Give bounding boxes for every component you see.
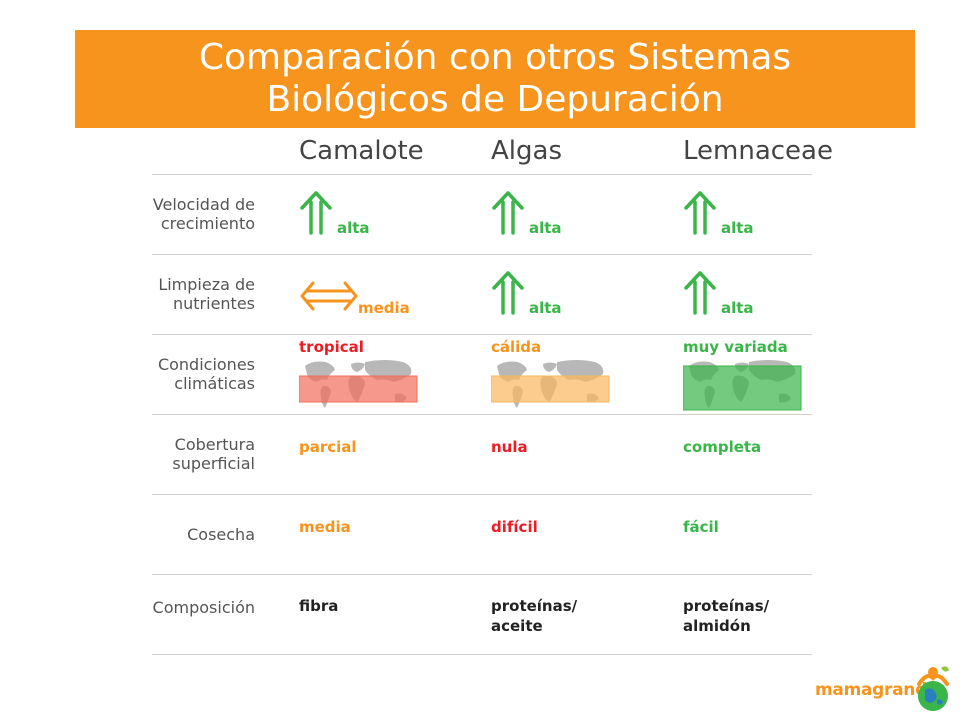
value-line: parcial bbox=[299, 438, 357, 456]
value-label: fibra bbox=[299, 596, 338, 616]
value-label: alta bbox=[529, 219, 562, 237]
climate-label: cálida bbox=[491, 338, 542, 356]
title-line-2: Biológicos de Depuración bbox=[266, 79, 724, 120]
double-up-arrow-icon bbox=[300, 191, 332, 235]
row-label-line: Composición bbox=[152, 597, 255, 617]
row-label-line: Velocidad de bbox=[152, 195, 255, 214]
mamagrande-logo: mamagrande bbox=[815, 662, 955, 718]
value-label: alta bbox=[337, 219, 370, 237]
row-label: Condiciones climáticas bbox=[100, 355, 255, 393]
row-divider bbox=[152, 174, 812, 175]
row-label-line: climáticas bbox=[174, 374, 255, 393]
value-line: media bbox=[299, 518, 351, 536]
row-divider bbox=[152, 334, 812, 335]
value-line: proteínas/ bbox=[491, 597, 578, 615]
row-label-line: superficial bbox=[172, 454, 255, 473]
row-divider bbox=[152, 414, 812, 415]
double-up-arrow-icon bbox=[684, 191, 716, 235]
value-label: media bbox=[358, 299, 410, 317]
double-up-arrow-icon bbox=[684, 271, 716, 315]
value-label: alta bbox=[529, 299, 562, 317]
column-header-camalote: Camalote bbox=[299, 136, 424, 166]
double-up-arrow-icon bbox=[492, 191, 524, 235]
logo-text: mamagrande bbox=[815, 680, 939, 700]
world-map-icon bbox=[299, 360, 418, 408]
value-line: aceite bbox=[491, 617, 543, 635]
climate-label: tropical bbox=[299, 338, 364, 356]
climate-label: muy variada bbox=[683, 338, 788, 356]
row-label-line: Limpieza de bbox=[158, 275, 255, 294]
title-line-1: Comparación con otros Sistemas bbox=[198, 37, 792, 78]
value-line: difícil bbox=[491, 518, 538, 536]
column-header-algas: Algas bbox=[491, 136, 562, 166]
value-label: proteínas/aceite bbox=[491, 596, 577, 636]
row-divider bbox=[152, 254, 812, 255]
value-label: nula bbox=[491, 437, 528, 457]
value-label: proteínas/almidón bbox=[683, 596, 769, 636]
value-label: alta bbox=[721, 299, 754, 317]
value-label: alta bbox=[721, 219, 754, 237]
value-label: media bbox=[299, 517, 351, 537]
double-horizontal-arrow-icon bbox=[300, 281, 358, 311]
globe-figure-logo-icon bbox=[917, 666, 949, 711]
value-line: fibra bbox=[299, 597, 339, 615]
row-label: Cosecha bbox=[100, 525, 255, 544]
row-divider bbox=[152, 654, 812, 655]
row-label: Velocidad de crecimiento bbox=[100, 195, 255, 233]
value-label: parcial bbox=[299, 437, 357, 457]
row-label-line: nutrientes bbox=[172, 294, 255, 313]
value-line: almidón bbox=[683, 617, 751, 635]
value-label: difícil bbox=[491, 517, 538, 537]
row-label-line: Cobertura bbox=[174, 435, 255, 454]
row-divider bbox=[152, 574, 812, 575]
row-label: Composición bbox=[100, 598, 255, 617]
value-line: nula bbox=[491, 438, 528, 456]
row-label: Cobertura superficial bbox=[100, 435, 255, 473]
row-label-line: Cosecha bbox=[187, 524, 255, 544]
value-line: fácil bbox=[683, 518, 719, 536]
value-label: fácil bbox=[683, 517, 719, 537]
world-map-icon bbox=[491, 360, 610, 408]
double-up-arrow-icon bbox=[492, 271, 524, 315]
value-line: proteínas/ bbox=[683, 597, 770, 615]
value-line: completa bbox=[683, 438, 762, 456]
world-map-icon bbox=[683, 360, 802, 411]
column-header-lemnaceae: Lemnaceae bbox=[683, 136, 833, 166]
row-divider bbox=[152, 494, 812, 495]
row-label-line: crecimiento bbox=[160, 214, 255, 233]
row-label-line: Condiciones bbox=[157, 355, 255, 374]
row-label: Limpieza de nutrientes bbox=[100, 275, 255, 313]
value-label: completa bbox=[683, 437, 761, 457]
title-banner: Comparación con otros Sistemas Biológico… bbox=[75, 30, 915, 128]
